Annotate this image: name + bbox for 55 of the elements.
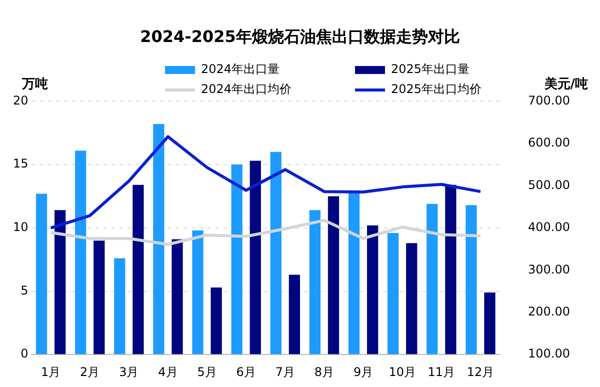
bar [250,160,261,354]
bar [132,184,144,354]
y2-tick-label: 500.00 [528,178,570,192]
legend-label: 2024年出口量 [201,62,280,76]
bar [406,243,418,354]
x-tick-label: 3月 [119,364,139,379]
y-tick-label: 20 [12,93,28,108]
legend-label: 2025年出口均价 [391,82,482,96]
bar [466,205,477,354]
y-axis-title: 万吨 [21,77,48,92]
bar [309,210,321,354]
bar [388,232,399,354]
legend-label: 2024年出口均价 [201,82,292,96]
y2-tick-label: 100.00 [528,346,570,361]
bar [445,184,456,354]
y2-tick-label: 400.00 [528,220,570,234]
bar [288,274,300,354]
bar [348,192,360,354]
x-tick-label: 10月 [388,364,416,379]
chart-title: 2024-2025年煅烧石油焦出口数据走势对比 [140,26,460,46]
x-tick-label: 7月 [275,364,295,379]
y2-tick-label: 300.00 [528,262,570,276]
y-tick-label: 0 [20,346,28,361]
x-tick-label: 8月 [314,364,334,379]
y-tick-label: 15 [12,156,28,171]
bar [94,240,105,354]
x-tick-label: 1月 [40,364,61,379]
legend-label: 2025年出口量 [391,62,470,76]
bar [210,287,222,354]
bar [153,124,164,354]
x-tick-label: 2月 [80,364,100,379]
y-tick-label: 5 [20,283,28,298]
bar [192,230,204,354]
bar [270,152,282,354]
y-tick-label: 10 [12,220,28,234]
y2-tick-label: 700.00 [528,93,570,108]
x-tick-label: 4月 [158,364,178,379]
x-tick-label: 11月 [428,364,456,379]
x-tick-label: 5月 [197,364,217,379]
x-tick-label: 12月 [466,364,494,379]
bar [367,225,378,354]
bar [426,204,438,354]
x-tick-label: 6月 [236,364,256,379]
bar [36,194,48,354]
bar [231,164,242,354]
bar [75,150,86,354]
bar [114,258,126,354]
y2-tick-label: 600.00 [528,136,570,150]
y2-tick-label: 200.00 [528,304,570,318]
bar [54,210,66,354]
bar [172,239,183,354]
bar [484,292,496,354]
y2-axis-title: 美元/吨 [543,76,588,92]
bar [328,196,340,354]
x-tick-label: 9月 [353,364,374,379]
